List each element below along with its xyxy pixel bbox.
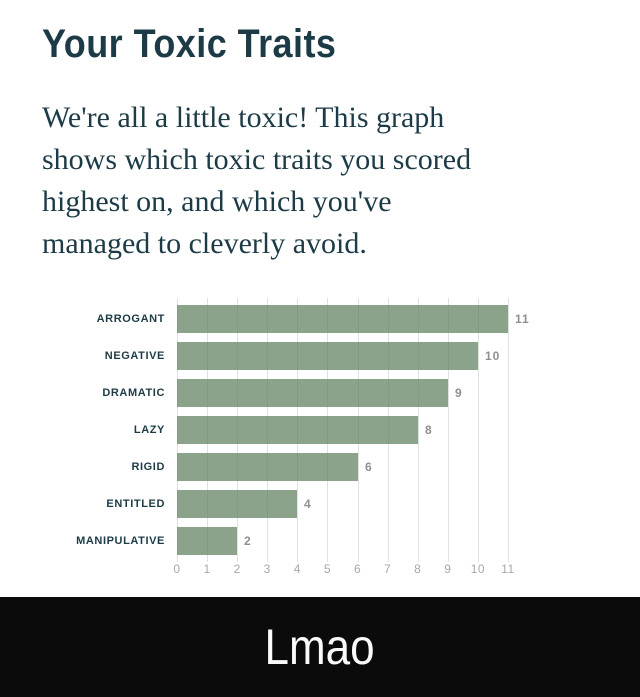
x-tick-label: 7: [384, 562, 392, 576]
bar-value-label: 11: [515, 312, 530, 326]
x-tick-label: 8: [414, 562, 422, 576]
gridline: [388, 298, 389, 562]
bar: [177, 453, 358, 481]
description-line: We're all a little toxic! This graph: [42, 101, 445, 134]
gridline: [508, 298, 509, 562]
gridline: [448, 298, 449, 562]
gridline: [177, 298, 178, 562]
x-tick-label: 0: [173, 562, 181, 576]
gridline: [297, 298, 298, 562]
bar: [177, 342, 478, 370]
category-label: ARROGANT: [96, 313, 165, 325]
bar: [177, 490, 297, 518]
gridline: [478, 298, 479, 562]
bar-value-label: 10: [485, 349, 501, 363]
bar: [177, 416, 418, 444]
page-description: We're all a little toxic! This graph sho…: [42, 97, 612, 265]
description-line: managed to cleverly avoid.: [42, 227, 367, 260]
x-tick-label: 2: [233, 562, 241, 576]
category-label: RIGID: [131, 461, 165, 473]
description-line: highest on, and which you've: [42, 185, 392, 218]
gridline: [207, 298, 208, 562]
category-label: LAZY: [133, 424, 165, 436]
x-tick-label: 5: [323, 562, 332, 576]
caption-bar: Lmao: [0, 597, 640, 697]
category-label: ENTITLED: [106, 498, 165, 510]
gridline: [418, 298, 419, 562]
bar-value-label: 8: [425, 423, 433, 437]
bar: [177, 527, 237, 555]
x-tick-label: 9: [444, 562, 452, 576]
x-tick-label: 10: [470, 562, 486, 576]
toxic-traits-bar-chart: 11 10 9 8 6 4 2 0 1 2 3 4 5 6 7 8 9 10 11 ARROGANT NEGATIVE…: [0, 290, 640, 590]
gridline: [237, 298, 238, 562]
bar-value-label: 6: [365, 460, 373, 474]
x-tick-label: 1: [203, 562, 211, 576]
description-line: shows which toxic traits you scored: [42, 143, 472, 176]
category-label: DRAMATIC: [102, 387, 165, 399]
gridline: [327, 298, 328, 562]
bar-value-label: 9: [455, 386, 463, 400]
bar-value-label: 2: [244, 534, 252, 548]
category-label: NEGATIVE: [104, 350, 165, 362]
gridline: [358, 298, 359, 562]
x-tick-label: 4: [293, 562, 301, 576]
gridline: [267, 298, 268, 562]
bar: [177, 305, 508, 333]
category-label: MANIPULATIVE: [76, 535, 165, 547]
x-tick-label: 6: [353, 562, 362, 576]
x-tick-label: 11: [501, 562, 515, 576]
page-title: Your Toxic Traits: [42, 22, 337, 66]
plot-area: 11 10 9 8 6 4 2: [177, 298, 529, 562]
bar-value-label: 4: [304, 497, 312, 511]
x-tick-label: 3: [263, 562, 271, 576]
caption-text: Lmao: [264, 619, 376, 675]
bar: [177, 379, 448, 407]
